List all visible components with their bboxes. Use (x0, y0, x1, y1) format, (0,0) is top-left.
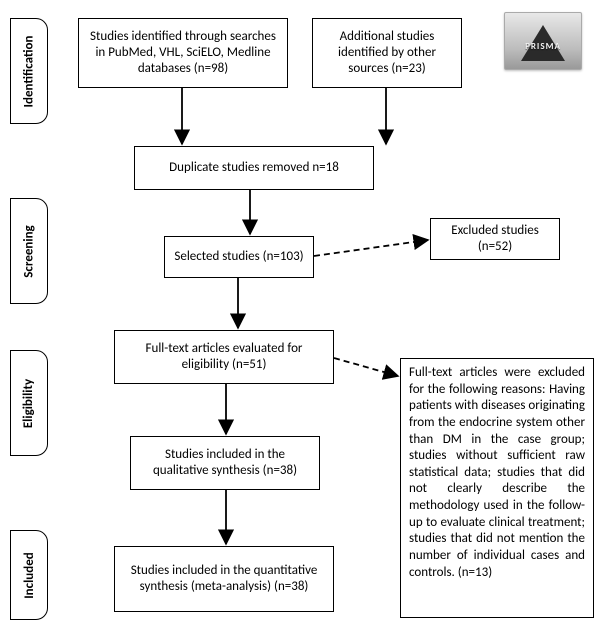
stage-included-label: Included (22, 552, 37, 599)
prisma-logo-text: PRISMA (525, 41, 561, 52)
box-duplicates-text: Duplicate studies removed n=18 (169, 160, 339, 176)
stage-eligibility: Eligibility (10, 350, 48, 456)
stage-included: Included (10, 530, 48, 620)
stage-identification-label: Identification (22, 35, 37, 107)
box-quantitative-text: Studies included in the quantitative syn… (121, 563, 327, 596)
box-qualitative-text: Studies included in the qualitative synt… (137, 447, 313, 480)
box-selected-text: Selected studies (n=103) (174, 249, 303, 265)
box-quantitative: Studies included in the quantitative syn… (114, 546, 334, 612)
box-db-search-text: Studies identified through searches in P… (85, 29, 281, 78)
stage-identification: Identification (10, 18, 48, 124)
stage-screening-label: Screening (22, 225, 37, 277)
stage-screening: Screening (10, 198, 48, 304)
box-db-search: Studies identified through searches in P… (78, 18, 288, 88)
box-other-sources-text: Additional studies identified by other s… (319, 29, 455, 78)
box-qualitative: Studies included in the qualitative synt… (130, 436, 320, 490)
box-fulltext: Full-text articles evaluated for eligibi… (114, 330, 334, 384)
box-reasons-text: Full-text articles were excluded for the… (409, 365, 585, 580)
prisma-logo: PRISMA (504, 12, 582, 70)
box-excluded-text: Excluded studies (n=52) (437, 223, 553, 256)
box-excluded: Excluded studies (n=52) (430, 218, 560, 260)
box-reasons: Full-text articles were excluded for the… (400, 358, 594, 618)
box-other-sources: Additional studies identified by other s… (312, 18, 462, 88)
box-selected: Selected studies (n=103) (164, 236, 314, 278)
box-fulltext-text: Full-text articles evaluated for eligibi… (121, 341, 327, 374)
stage-eligibility-label: Eligibility (22, 378, 37, 427)
box-duplicates: Duplicate studies removed n=18 (134, 146, 374, 190)
